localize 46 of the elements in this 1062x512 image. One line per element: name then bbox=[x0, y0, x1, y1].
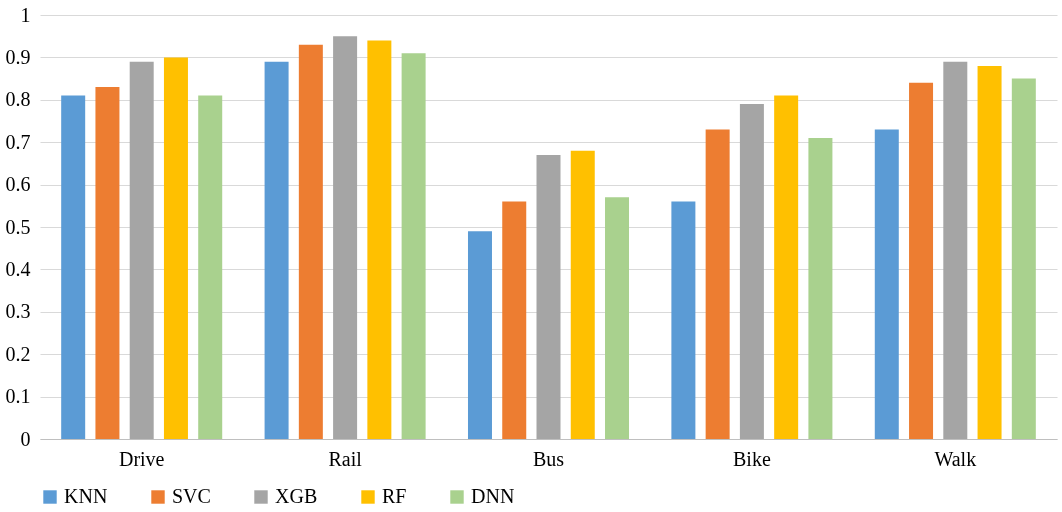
y-tick-label: 0.7 bbox=[5, 130, 31, 153]
y-tick-label: 0.1 bbox=[5, 385, 31, 408]
bar bbox=[467, 231, 492, 439]
y-tick-label: 0.2 bbox=[5, 342, 31, 365]
bar bbox=[739, 104, 764, 439]
bar bbox=[943, 61, 968, 439]
legend-label: KNN bbox=[64, 485, 108, 507]
bar bbox=[671, 201, 696, 439]
bar bbox=[977, 65, 1002, 439]
x-tick-label: Rail bbox=[328, 447, 363, 470]
bar bbox=[129, 61, 154, 439]
bar bbox=[705, 129, 730, 439]
y-tick-label: 0.3 bbox=[5, 300, 31, 323]
bar bbox=[95, 87, 120, 439]
bar bbox=[536, 154, 561, 439]
y-tick-label: 0.6 bbox=[5, 173, 31, 196]
bar bbox=[909, 82, 934, 439]
y-tick-label: 0.5 bbox=[5, 215, 31, 238]
bar bbox=[298, 44, 323, 439]
y-tick-label: 1 bbox=[20, 3, 31, 26]
x-tick-label: Bike bbox=[733, 447, 771, 470]
legend-label: SVC bbox=[172, 485, 211, 507]
bar bbox=[198, 95, 223, 439]
x-tick-label: Drive bbox=[118, 447, 165, 470]
bar bbox=[401, 53, 426, 439]
bar bbox=[808, 137, 833, 439]
y-tick-label: 0.4 bbox=[5, 257, 31, 280]
bar bbox=[333, 36, 358, 439]
bar bbox=[502, 201, 527, 439]
x-tick-label: Walk bbox=[934, 447, 977, 470]
y-tick-label: 0.9 bbox=[5, 45, 31, 68]
bar bbox=[1011, 78, 1036, 439]
x-tick-label: Bus bbox=[532, 447, 565, 470]
bar bbox=[774, 95, 799, 439]
bar bbox=[264, 61, 289, 439]
bar bbox=[570, 150, 595, 439]
legend-label: RF bbox=[382, 485, 407, 507]
legend-label: DNN bbox=[471, 485, 515, 507]
bar bbox=[163, 57, 188, 439]
y-tick-label: 0.8 bbox=[5, 88, 31, 111]
bar bbox=[367, 40, 392, 439]
bar bbox=[61, 95, 86, 439]
bar bbox=[874, 129, 899, 439]
y-tick-label: 0 bbox=[20, 427, 31, 450]
bar bbox=[605, 197, 630, 439]
legend-label: XGB bbox=[275, 485, 318, 507]
